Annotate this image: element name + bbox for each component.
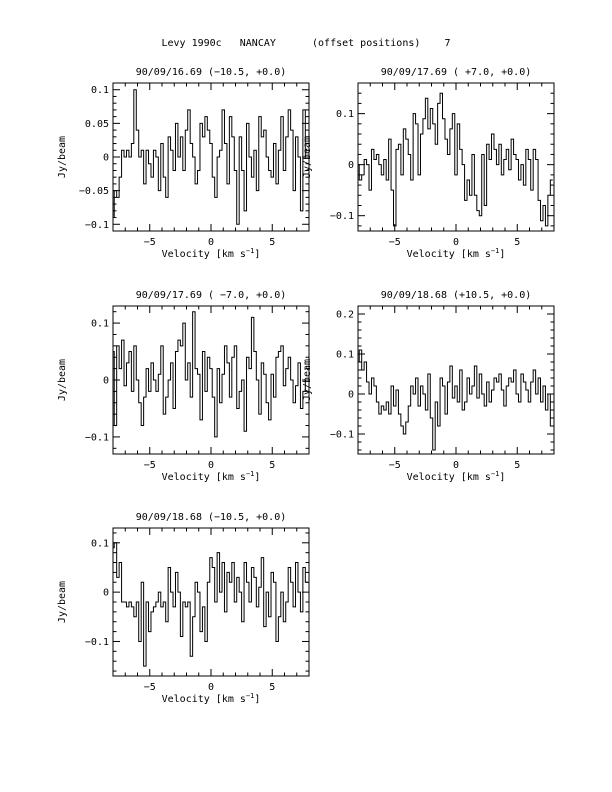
panel-5-ytick-label: 0	[103, 588, 109, 599]
panel-3-ylabel: Jy/beam	[57, 359, 68, 401]
panel-2-xtick-label: −5	[389, 237, 401, 248]
panel-1-xtick-label: 0	[208, 237, 214, 248]
panel-5-spectrum-line	[113, 542, 308, 667]
panel-2-frame	[357, 82, 555, 232]
panel-4-xtick-label: 0	[453, 460, 459, 471]
panel-1-frame	[112, 82, 310, 232]
panel-2-spectrum-line	[358, 92, 553, 227]
panel-1-ytick-label: 0.1	[91, 85, 109, 96]
panel-1-ylabel: Jy/beam	[57, 136, 68, 178]
panel-1-xlabel: Velocity [km s−1]	[162, 247, 261, 260]
panel-5-title: 90/09/18.68 (−10.5, +0.0)	[136, 512, 287, 523]
panel-5-xtick-label: −5	[144, 682, 156, 693]
panel-5-xtick-label: 5	[269, 682, 275, 693]
panel-3-ytick-label: 0.1	[91, 319, 109, 330]
panel-4-ytick-label: 0.1	[336, 350, 354, 361]
panel-3-ytick-label: 0	[103, 376, 109, 387]
panel-3-xtick-label: 5	[269, 460, 275, 471]
panel-4-title: 90/09/18.68 (+10.5, +0.0)	[381, 290, 532, 301]
panel-5-ytick-label: −0.1	[85, 637, 109, 648]
panel-1-ytick-label: −0.05	[79, 186, 109, 197]
panel-1-ytick-label: 0	[103, 153, 109, 164]
panel-3-xtick-label: 0	[208, 460, 214, 471]
panel-3-xtick-label: −5	[144, 460, 156, 471]
panel-3: 90/09/17.69 ( −7.0, +0.0) −5 0 5 −0.1 0 0.1 Vel…	[57, 290, 310, 483]
panel-2-title: 90/09/17.69 ( +7.0, +0.0)	[381, 67, 532, 78]
panel-1-spectrum-line	[113, 89, 308, 225]
panel-2-ylabel: Jy/beam	[302, 136, 313, 178]
panel-1-ytick-label: 0.05	[85, 119, 109, 130]
panel-2-ytick-label: −0.1	[330, 211, 354, 222]
page-title: Levy 1990c NANCAY (offset positions) 7	[161, 38, 451, 49]
panel-3-title: 90/09/17.69 ( −7.0, +0.0)	[136, 290, 287, 301]
panel-2-xtick-label: 5	[514, 237, 520, 248]
panel-3-ytick-label: −0.1	[85, 432, 109, 443]
panel-4-ylabel: Jy/beam	[302, 359, 313, 401]
panel-4-ytick-label: 0.2	[336, 310, 354, 321]
panel-5-ytick-label: 0.1	[91, 538, 109, 549]
panel-4-spectrum-line	[358, 349, 553, 451]
panel-1-xtick-label: 5	[269, 237, 275, 248]
panel-4-frame	[357, 305, 555, 455]
panel-4-ytick-label: 0	[348, 390, 354, 401]
panel-2-ytick-label: 0.1	[336, 109, 354, 120]
panel-1-xtick-label: −5	[144, 237, 156, 248]
panel-4-ytick-label: −0.1	[330, 430, 354, 441]
panel-5-ylabel: Jy/beam	[57, 581, 68, 623]
panel-3-frame	[112, 305, 310, 455]
panel-4-xtick-label: 5	[514, 460, 520, 471]
panel-1: 90/09/16.69 (−10.5, +0.0) −5 0 5 −0.1 −0.05 0 0…	[57, 67, 310, 260]
panel-4-xlabel: Velocity [km s−1]	[407, 470, 506, 483]
panel-1-title: 90/09/16.69 (−10.5, +0.0)	[136, 67, 287, 78]
panel-3-spectrum-line	[113, 311, 308, 438]
panel-1-ytick-label: −0.1	[85, 220, 109, 231]
panel-2-ytick-label: 0	[348, 160, 354, 171]
panel-3-xlabel: Velocity [km s−1]	[162, 470, 261, 483]
panel-4-xtick-label: −5	[389, 460, 401, 471]
panel-5-xlabel: Velocity [km s−1]	[162, 692, 261, 705]
panel-5-xtick-label: 0	[208, 682, 214, 693]
panel-2-xlabel: Velocity [km s−1]	[407, 247, 506, 260]
panel-2: 90/09/17.69 ( +7.0, +0.0) −5 0 5 −0.1 0 0.1 Vel…	[302, 67, 555, 260]
panel-2-xtick-label: 0	[453, 237, 459, 248]
panel-5: 90/09/18.68 (−10.5, +0.0) −5 0 5 −0.1 0 0.1 Vel…	[57, 512, 310, 705]
panel-4: 90/09/18.68 (+10.5, +0.0) −5 0 5 −0.1 0 0.1 0.2…	[302, 290, 555, 483]
panel-5-frame	[112, 527, 310, 677]
